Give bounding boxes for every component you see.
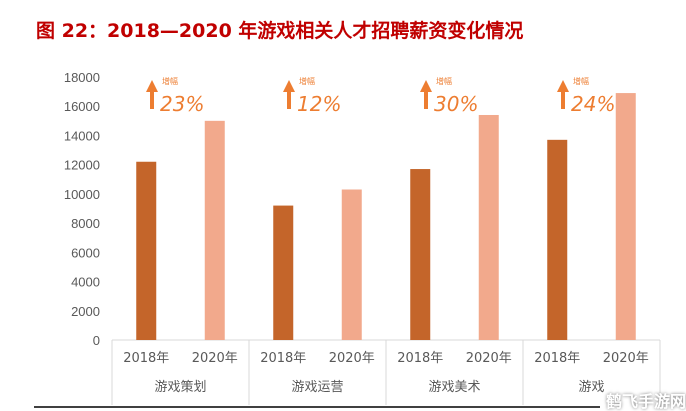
y-tick-label: 4000 (71, 275, 100, 290)
growth-value: 23% (160, 92, 204, 116)
y-tick-label: 0 (93, 333, 100, 348)
y-tick-label: 10000 (64, 187, 100, 202)
year-label: 2018年 (397, 351, 443, 366)
watermark: 鹤飞手游网 (605, 392, 686, 411)
y-tick-label: 8000 (71, 216, 100, 231)
group-label: 游戏美术 (428, 380, 480, 395)
group-label: 游戏运营 (291, 380, 343, 395)
group-label: 游戏策划 (154, 379, 206, 395)
year-label: 2018年 (534, 351, 580, 366)
bar-2018年 (547, 139, 568, 340)
y-tick-label: 14000 (64, 128, 100, 143)
chart-title: 图 22：2018—2020 年游戏相关人才招聘薪资变化情况 (36, 20, 524, 42)
y-tick-label: 12000 (64, 158, 100, 173)
year-label: 2020年 (329, 351, 375, 366)
bar-2018年 (410, 169, 431, 340)
y-tick-label: 18000 (64, 70, 100, 85)
y-tick-label: 2000 (71, 304, 100, 319)
year-label: 2020年 (603, 351, 649, 366)
y-tick-label: 6000 (71, 245, 100, 260)
y-tick-label: 16000 (64, 99, 100, 114)
growth-label: 增幅 (573, 76, 589, 86)
arrow-up-icon (146, 80, 158, 109)
bar-2020年 (341, 189, 362, 340)
growth-label: 增幅 (299, 76, 315, 86)
year-label: 2020年 (466, 351, 512, 366)
year-label: 2018年 (260, 351, 306, 366)
growth-value: 24% (571, 92, 615, 116)
bar-2020年 (615, 93, 636, 340)
arrow-up-icon (283, 80, 295, 109)
year-label: 2020年 (192, 351, 238, 366)
bar-2018年 (273, 205, 294, 340)
bar-2020年 (204, 120, 225, 340)
growth-value: 12% (297, 92, 341, 116)
bar-2018年 (136, 161, 157, 340)
arrow-up-icon (420, 80, 432, 109)
bar-2020年 (478, 114, 499, 340)
growth-label: 增幅 (436, 76, 452, 86)
arrow-up-icon (557, 80, 569, 109)
group-label: 游戏 (578, 380, 604, 395)
growth-value: 30% (434, 92, 478, 116)
growth-label: 增幅 (162, 76, 178, 86)
year-label: 2018年 (123, 351, 169, 366)
